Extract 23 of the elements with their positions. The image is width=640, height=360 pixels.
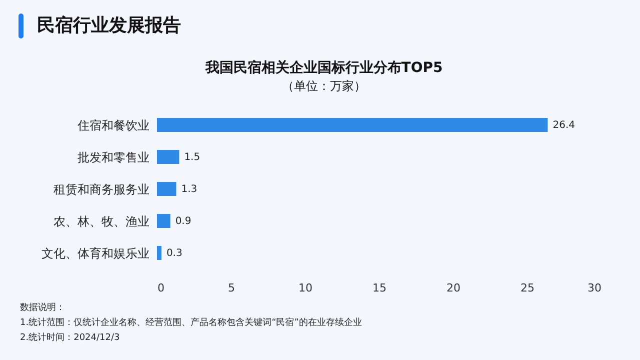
text: 民宿行业发展报告 [37,15,181,36]
data-label: 0.9 [175,216,192,227]
text: 数据说明： [20,302,65,313]
y-tick-label: 文化、体育和娱乐业 [42,246,150,260]
chart-title: 我国民宿相关企业国标行业分布TOP5 [204,59,443,76]
x-tick-label: 0 [158,282,164,294]
data-label: 1.5 [184,152,200,163]
x-tick-label: 20 [446,282,460,294]
y-tick-label: 住宿和餐饮业 [76,118,150,132]
text: 2.统计时间：2024/12/3 [20,332,120,343]
x-tick-label: 15 [372,282,386,294]
data-label: 26.4 [552,120,575,131]
data-label: 1.3 [181,184,198,195]
y-tick-label: 农、林、牧、渔业 [54,214,150,228]
x-tick-label: 10 [298,282,312,294]
x-tick-label: 5 [228,282,235,294]
text: 1.统计范围：仅统计企业名称、经营范围、产品名称包含关键词“民宿”的在业存续企业 [20,317,362,328]
y-tick-label: 批发和零售业 [78,150,150,164]
y-tick-label: 租赁和商务服务业 [54,182,150,196]
x-tick-label: 25 [520,282,534,294]
x-tick-label: 30 [588,282,602,294]
chart-subtitle: （单位：万家） [282,79,366,93]
data-label: 0.3 [166,248,182,259]
